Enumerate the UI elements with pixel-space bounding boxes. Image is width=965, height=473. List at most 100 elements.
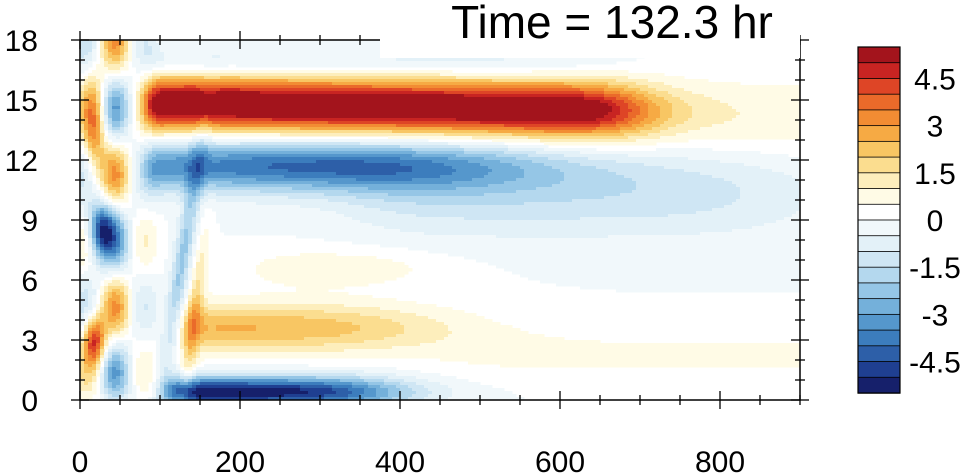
contour-cell [740, 187, 801, 191]
contour-cell [88, 259, 93, 263]
contour-cell [176, 271, 181, 275]
contour-cell [164, 124, 201, 128]
contour-cell [112, 208, 117, 212]
contour-cell [252, 157, 401, 161]
contour-cell [136, 43, 145, 47]
contour-cell [104, 46, 109, 50]
contour-cell [156, 307, 165, 311]
contour-cell [184, 232, 189, 236]
contour-cell [184, 346, 189, 350]
contour-cell [132, 40, 137, 44]
contour-cell [204, 295, 373, 299]
contour-cell [104, 124, 109, 128]
contour-cell [196, 286, 201, 290]
contour-cell [172, 325, 177, 329]
contour-cell [352, 241, 801, 245]
contour-cell [140, 61, 157, 65]
contour-cell [80, 169, 89, 173]
contour-cell [80, 289, 85, 293]
contour-cell [196, 217, 201, 221]
contour-cell [128, 391, 133, 395]
contour-cell [104, 280, 113, 284]
contour-cell [88, 76, 97, 80]
contour-cell [100, 340, 105, 344]
contour-cell [96, 316, 101, 320]
contour-cell [100, 262, 121, 266]
contour-cell [84, 166, 89, 170]
contour-cell [488, 184, 553, 188]
contour-cell [172, 352, 177, 356]
contour-cell [124, 55, 129, 59]
contour-cell [512, 133, 625, 137]
x-axis: 0 200 400 600 800 [72, 31, 801, 473]
contour-cell [92, 157, 101, 161]
contour-cell [184, 313, 189, 317]
contour-cell [188, 307, 193, 311]
contour-cell [204, 307, 209, 311]
contour-cell [136, 112, 141, 116]
contour-cell [172, 349, 177, 353]
contour-cell [200, 241, 209, 245]
contour-cell [136, 367, 153, 371]
contour-cell [96, 166, 101, 170]
contour-cell [168, 226, 177, 230]
contour-cell [164, 397, 169, 401]
contour-cell [408, 397, 425, 401]
contour-cell [180, 277, 185, 281]
contour-cell [152, 112, 157, 116]
contour-cell [104, 304, 109, 308]
contour-cell [104, 382, 109, 386]
contour-cell [204, 166, 269, 170]
contour-cell [80, 139, 85, 143]
contour-cell [672, 115, 693, 119]
contour-cell [208, 124, 221, 128]
contour-cell [84, 325, 89, 329]
contour-cell [128, 304, 133, 308]
contour-cell [608, 235, 801, 239]
contour-cell [176, 316, 181, 320]
contour-cell [192, 217, 197, 221]
contour-cell [116, 229, 121, 233]
contour-cell [192, 382, 201, 386]
contour-cell [92, 259, 97, 263]
contour-cell [168, 319, 177, 323]
contour-cell [124, 175, 129, 179]
contour-cell [104, 211, 109, 215]
contour-cell [88, 298, 93, 302]
contour-cell [172, 250, 177, 254]
contour-cell [444, 133, 513, 137]
contour-cell [160, 343, 177, 347]
contour-cell [176, 388, 189, 392]
contour-cell [136, 88, 141, 92]
contour-cell [616, 289, 801, 293]
contour-cell [628, 97, 637, 101]
contour-cell [192, 232, 197, 236]
contour-cell [128, 97, 133, 101]
contour-cell [632, 190, 741, 194]
contour-cell [452, 166, 489, 170]
contour-cell [172, 262, 177, 266]
contour-cell [100, 232, 113, 236]
contour-cell [184, 292, 189, 296]
contour-cell [196, 163, 201, 167]
contour-cell [524, 202, 733, 206]
contour-cell [168, 367, 177, 371]
contour-cell [684, 88, 801, 92]
contour-cell [80, 250, 85, 254]
contour-cell [84, 211, 89, 215]
contour-cell [184, 184, 189, 188]
contour-cell [128, 220, 133, 224]
contour-cell [108, 382, 113, 386]
contour-cell [660, 136, 801, 140]
contour-cell [140, 160, 145, 164]
contour-cell [164, 385, 169, 389]
contour-cell [192, 283, 197, 287]
contour-cell [488, 172, 525, 176]
colorbar-swatch [857, 313, 901, 331]
contour-cell [148, 43, 161, 47]
contour-cell [164, 391, 169, 395]
contour-cell [544, 163, 581, 167]
contour-cell [636, 181, 733, 185]
contour-cell [124, 238, 129, 242]
contour-cell [120, 109, 125, 113]
